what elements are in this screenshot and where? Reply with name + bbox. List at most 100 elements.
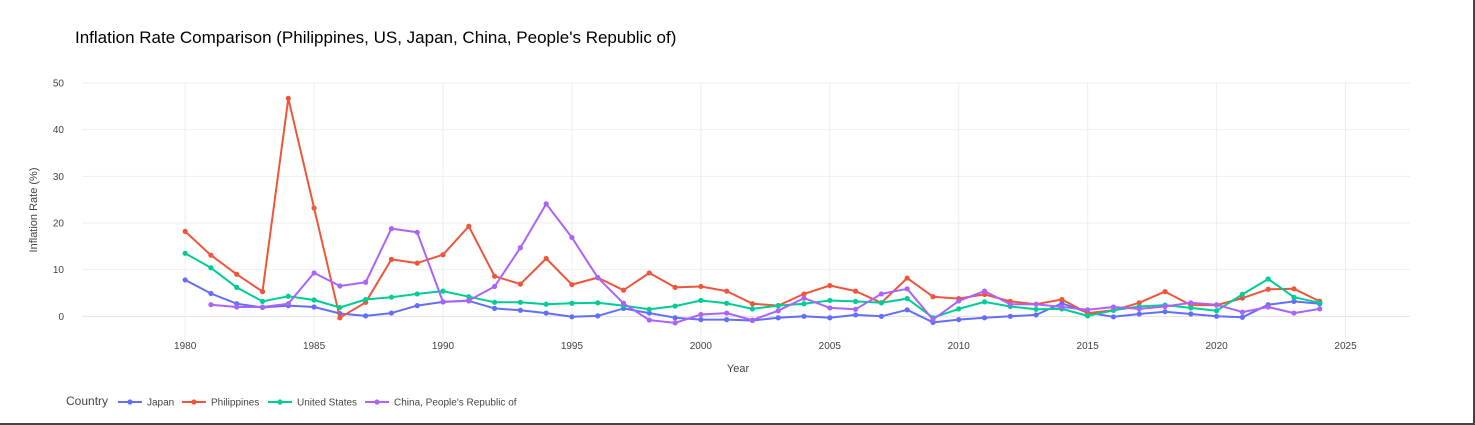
data-point[interactable] [801, 301, 807, 307]
data-point[interactable] [388, 310, 395, 316]
data-point[interactable] [363, 296, 369, 303]
data-point[interactable] [827, 305, 833, 311]
data-point[interactable] [491, 305, 498, 311]
data-point[interactable] [259, 304, 266, 310]
data-point[interactable] [827, 282, 833, 289]
data-point[interactable] [672, 320, 678, 326]
data-point[interactable] [517, 281, 523, 287]
data-point[interactable] [1059, 304, 1065, 310]
data-point[interactable] [1188, 311, 1194, 317]
data-point[interactable] [801, 295, 807, 301]
data-point[interactable] [852, 306, 859, 312]
data-point[interactable] [491, 299, 498, 305]
data-point[interactable] [1214, 308, 1220, 314]
data-point[interactable] [1188, 305, 1194, 311]
data-point[interactable] [234, 284, 240, 290]
data-point[interactable] [208, 265, 214, 271]
data-point[interactable] [1239, 295, 1245, 301]
data-point[interactable] [1136, 300, 1142, 306]
data-point[interactable] [930, 294, 936, 300]
data-point[interactable] [1110, 304, 1117, 310]
data-point[interactable] [1033, 312, 1039, 318]
data-point[interactable] [543, 201, 549, 207]
data-point[interactable] [1007, 313, 1013, 319]
data-point[interactable] [698, 317, 704, 323]
data-point[interactable] [388, 226, 395, 232]
legend[interactable]: Country Japan Philippines United States Chi… [66, 394, 517, 409]
data-point[interactable] [388, 256, 395, 262]
data-point[interactable] [414, 303, 420, 309]
data-point[interactable] [827, 297, 833, 304]
data-point[interactable] [956, 317, 962, 323]
data-point[interactable] [1162, 289, 1168, 295]
data-point[interactable] [620, 287, 627, 293]
data-point[interactable] [1059, 300, 1065, 306]
data-point[interactable] [440, 252, 446, 258]
data-point[interactable] [981, 299, 988, 305]
data-point[interactable] [1291, 298, 1297, 304]
data-point[interactable] [595, 313, 601, 319]
data-point[interactable] [672, 315, 678, 321]
data-point[interactable] [285, 293, 291, 299]
data-point[interactable] [337, 304, 343, 311]
data-point[interactable] [1033, 306, 1039, 312]
data-point[interactable] [337, 315, 343, 321]
data-point[interactable] [672, 303, 678, 309]
data-point[interactable] [311, 297, 317, 303]
data-point[interactable] [1291, 294, 1297, 300]
data-point[interactable] [311, 270, 317, 276]
data-point[interactable] [904, 296, 910, 302]
data-point[interactable] [1265, 276, 1271, 282]
data-point[interactable] [698, 311, 704, 318]
data-point[interactable] [259, 298, 266, 304]
data-point[interactable] [852, 288, 859, 294]
data-point[interactable] [646, 270, 652, 276]
data-point[interactable] [1265, 286, 1271, 292]
data-point[interactable] [414, 260, 420, 266]
data-point[interactable] [852, 312, 859, 318]
data-point[interactable] [1085, 307, 1091, 313]
data-point[interactable] [956, 298, 962, 304]
data-point[interactable] [1214, 313, 1220, 319]
data-point[interactable] [517, 299, 523, 305]
data-point[interactable] [1188, 300, 1194, 306]
data-point[interactable] [1007, 301, 1013, 307]
data-point[interactable] [801, 313, 807, 319]
data-point[interactable] [1136, 311, 1142, 317]
data-point[interactable] [724, 288, 730, 294]
data-point[interactable] [208, 252, 214, 258]
data-point[interactable] [491, 283, 498, 290]
data-point[interactable] [930, 317, 936, 323]
data-point[interactable] [775, 308, 781, 314]
data-point[interactable] [388, 294, 395, 300]
data-point[interactable] [595, 300, 601, 306]
data-point[interactable] [491, 273, 498, 279]
data-point[interactable] [981, 288, 988, 294]
data-point[interactable] [1239, 309, 1245, 315]
data-point[interactable] [904, 286, 910, 292]
legend-item[interactable]: China, People's Republic of [365, 398, 517, 409]
data-point[interactable] [182, 228, 188, 234]
data-point[interactable] [337, 283, 343, 289]
data-point[interactable] [1239, 291, 1245, 297]
data-point[interactable] [234, 271, 240, 277]
data-point[interactable] [285, 301, 291, 307]
data-point[interactable] [569, 300, 575, 306]
data-point[interactable] [878, 291, 884, 297]
data-point[interactable] [1317, 300, 1323, 306]
data-point[interactable] [1136, 306, 1142, 312]
data-point[interactable] [259, 289, 266, 295]
data-point[interactable] [543, 310, 549, 316]
data-point[interactable] [1110, 314, 1117, 320]
data-point[interactable] [904, 307, 910, 313]
data-point[interactable] [363, 279, 369, 285]
data-point[interactable] [904, 275, 910, 281]
data-point[interactable] [724, 300, 730, 306]
data-point[interactable] [724, 317, 730, 323]
data-point[interactable] [1059, 296, 1065, 303]
data-point[interactable] [672, 284, 678, 290]
data-point[interactable] [1162, 303, 1168, 310]
data-point[interactable] [414, 229, 420, 235]
data-point[interactable] [724, 310, 730, 316]
data-point[interactable] [569, 282, 575, 288]
